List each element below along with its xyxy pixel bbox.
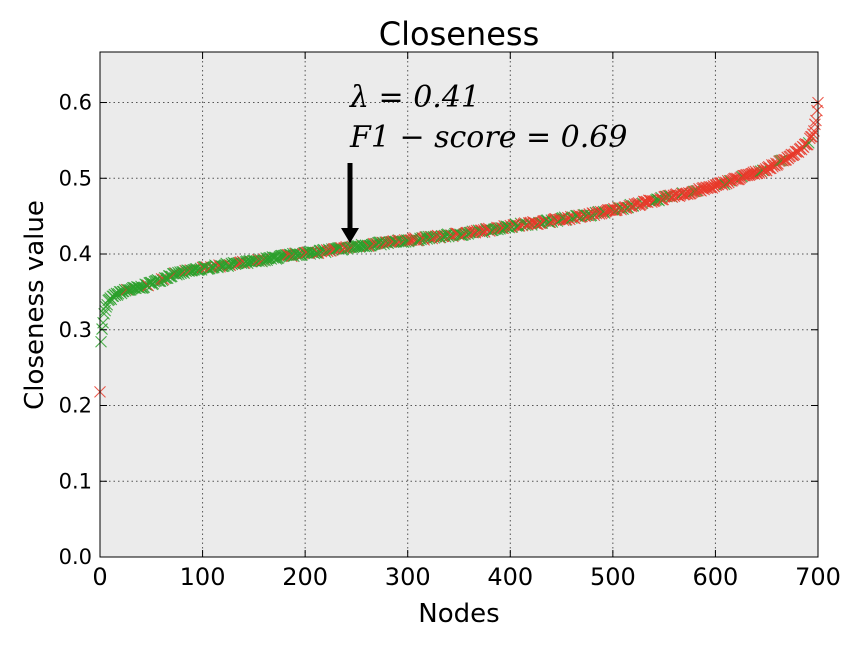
data-point-marker [806,128,819,140]
plot-frame [99,51,819,558]
data-point-marker [810,114,822,127]
y-tick-label: 0.0 [59,545,92,569]
data-point-marker [95,335,107,348]
chart-title: Closeness [379,15,539,53]
x-tick-label: 300 [385,563,431,591]
x-tick-label: 500 [590,563,636,591]
x-axis-label: Nodes [418,599,499,629]
data-point-marker [653,194,665,207]
y-tick-label: 0.6 [59,91,92,115]
plot-background [100,52,818,557]
y-tick-label: 0.5 [59,166,92,190]
x-tick-label: 700 [795,563,841,591]
x-tick-label: 100 [180,563,226,591]
annotation-arrow-head [341,228,359,243]
y-axis-label: Closeness value [20,200,50,410]
scatter-markers [94,96,824,398]
data-point-marker [737,169,750,182]
data-point-marker [605,203,618,216]
data-point-marker [809,118,821,131]
data-point-marker [321,245,334,258]
annotation: λ = 0.41 F1 − score = 0.69 [341,80,627,243]
x-tick-label: 200 [282,563,328,591]
y-tick-label: 0.4 [59,242,92,266]
y-tick-label: 0.2 [59,394,92,418]
data-point-marker [563,213,576,226]
data-point-marker [100,300,113,313]
annotation-f1-score: F1 − score = 0.69 [349,120,627,155]
y-tick-label: 0.1 [59,469,92,493]
x-tick-label: 600 [693,563,739,591]
data-point-marker [604,203,617,216]
data-point-marker [593,208,606,220]
data-point-marker [132,281,144,294]
x-tick-label: 0 [92,563,107,591]
data-point-marker [213,259,225,271]
x-tick-label: 400 [487,563,533,591]
y-tick-label: 0.3 [59,318,92,342]
data-point-marker [751,167,764,180]
tick-layer: 0.0 0.1 0.2 0.3 0.4 0.5 0.6 0 100 200 300 400 500 600… [59,52,841,591]
annotation-lambda: λ = 0.41 [349,80,480,115]
